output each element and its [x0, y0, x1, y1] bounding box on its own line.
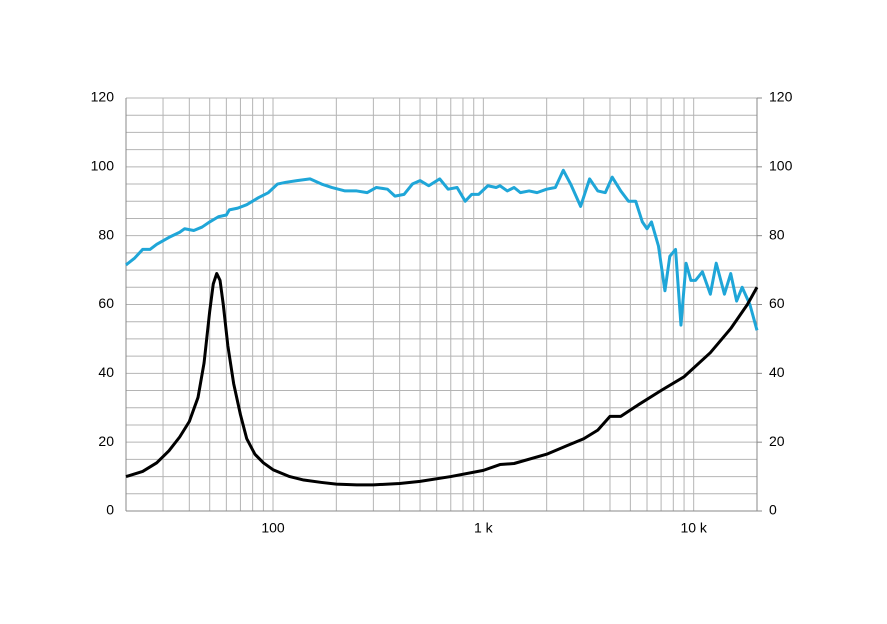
y-tick-label: 80 [98, 226, 114, 242]
y2-tick-label: 80 [769, 226, 785, 242]
y2-tick-label: 100 [769, 158, 793, 174]
line-series [125, 168, 759, 331]
y-tick-label: 120 [91, 89, 115, 105]
y2-tick-label: 0 [769, 502, 777, 518]
y2-tick-label: 40 [769, 364, 785, 380]
y-tick-label: 60 [98, 295, 114, 311]
y2-tick-label: 60 [769, 295, 785, 311]
line-series [125, 272, 759, 487]
x-tick-label: 1 k [474, 520, 494, 536]
x-tick-label: 10 k [680, 520, 707, 536]
y-tick-label: 0 [106, 502, 114, 518]
y2-tick-label: 120 [769, 89, 793, 105]
y-tick-label: 20 [98, 433, 114, 449]
x-tick-label: 100 [261, 520, 285, 536]
y-tick-label: 40 [98, 364, 114, 380]
y-tick-label: 100 [91, 158, 115, 174]
y2-tick-label: 20 [769, 433, 785, 449]
